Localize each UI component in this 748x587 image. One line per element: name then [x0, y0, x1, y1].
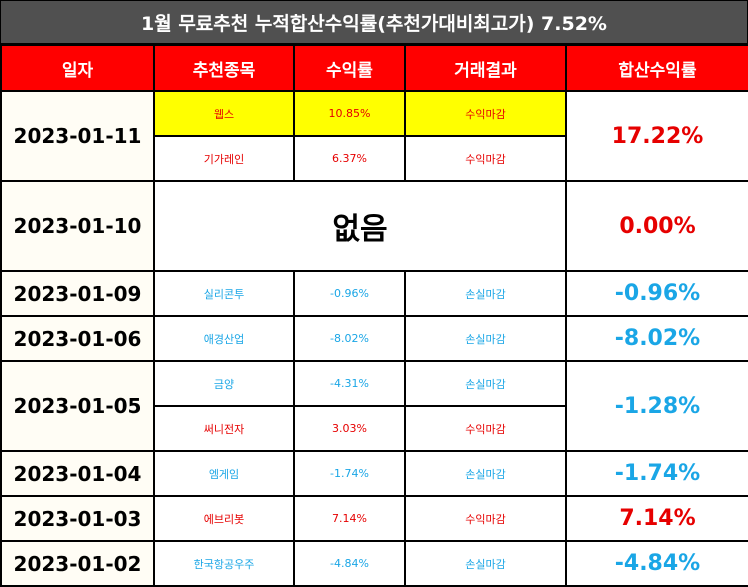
trade-result: 수익마감 [404, 495, 567, 542]
stock-rate: -4.84% [293, 540, 406, 587]
table-row: 2023-01-06 애경산업 -8.02% 손실마감 -8.02% [0, 315, 748, 362]
table-row: 기가레인 6.37% 수익마감 [1, 135, 748, 182]
stock-name: 엠게임 [153, 450, 295, 497]
stock-rate: -4.31% [293, 360, 406, 407]
total-rate: -0.96% [565, 270, 748, 317]
report-title: 1월 무료추천 누적합산수익률(추천가대비최고가) 7.52% [0, 0, 748, 44]
trade-result: 수익마감 [404, 405, 567, 452]
header-result: 거래결과 [404, 44, 567, 92]
table-row: 2023-01-05 금양 -4.31% 손실마감 -1.28% [0, 360, 748, 452]
trade-result: 수익마감 [404, 135, 567, 182]
total-rate: -1.74% [565, 450, 748, 497]
trade-result: 손실마감 [404, 270, 567, 317]
header-date: 일자 [0, 44, 155, 92]
header-row: 일자 추천종목 수익률 거래결과 합산수익률 [0, 44, 748, 92]
stock-name: 실리콘투 [153, 270, 295, 317]
row-date: 2023-01-03 [0, 495, 155, 542]
trade-result: 손실마감 [404, 450, 567, 497]
row-date: 2023-01-04 [0, 450, 155, 497]
trade-result: 손실마감 [404, 360, 567, 407]
stock-name: 웹스 [153, 90, 295, 137]
stock-name: 한국항공우주 [153, 540, 295, 587]
header-stock: 추천종목 [153, 44, 295, 92]
returns-table: 일자 추천종목 수익률 거래결과 합산수익률 2023-01-11 웹스 10.… [0, 44, 748, 587]
row-date: 2023-01-11 [0, 90, 155, 182]
header-total: 합산수익률 [565, 44, 748, 92]
row-date: 2023-01-09 [0, 270, 155, 317]
row-date: 2023-01-02 [0, 540, 155, 587]
table-row: 2023-01-02 한국항공우주 -4.84% 손실마감 -4.84% [0, 540, 748, 587]
table-row: 2023-01-10 없음 0.00% [0, 180, 748, 272]
stock-name: 금양 [153, 360, 295, 407]
trade-result: 수익마감 [404, 90, 567, 137]
table-row: 2023-01-03 에브리봇 7.14% 수익마감 7.14% [0, 495, 748, 542]
total-rate: -1.28% [565, 360, 748, 452]
stock-rate: 3.03% [293, 405, 406, 452]
total-rate: 17.22% [565, 90, 748, 182]
no-recommendation: 없음 [153, 180, 567, 272]
total-rate: 0.00% [565, 180, 748, 272]
stock-rate: 10.85% [293, 90, 406, 137]
table-row: 써니전자 3.03% 수익마감 [1, 405, 748, 452]
row-date: 2023-01-06 [0, 315, 155, 362]
stock-name: 애경산업 [153, 315, 295, 362]
table-row: 2023-01-09 실리콘투 -0.96% 손실마감 -0.96% [0, 270, 748, 317]
stock-rate: -0.96% [293, 270, 406, 317]
row-date: 2023-01-10 [0, 180, 155, 272]
row-date: 2023-01-05 [0, 360, 155, 452]
stock-name: 에브리봇 [153, 495, 295, 542]
table-row: 2023-01-04 엠게임 -1.74% 손실마감 -1.74% [0, 450, 748, 497]
stock-rate: 7.14% [293, 495, 406, 542]
table-row: 2023-01-11 웹스 10.85% 수익마감 17.22% [0, 90, 748, 182]
stock-rate: 6.37% [293, 135, 406, 182]
stock-name: 기가레인 [153, 135, 295, 182]
stock-rate: -1.74% [293, 450, 406, 497]
stock-rate: -8.02% [293, 315, 406, 362]
total-rate: 7.14% [565, 495, 748, 542]
total-rate: -4.84% [565, 540, 748, 587]
trade-result: 손실마감 [404, 315, 567, 362]
trade-result: 손실마감 [404, 540, 567, 587]
total-rate: -8.02% [565, 315, 748, 362]
stock-name: 써니전자 [153, 405, 295, 452]
header-rate: 수익률 [293, 44, 406, 92]
